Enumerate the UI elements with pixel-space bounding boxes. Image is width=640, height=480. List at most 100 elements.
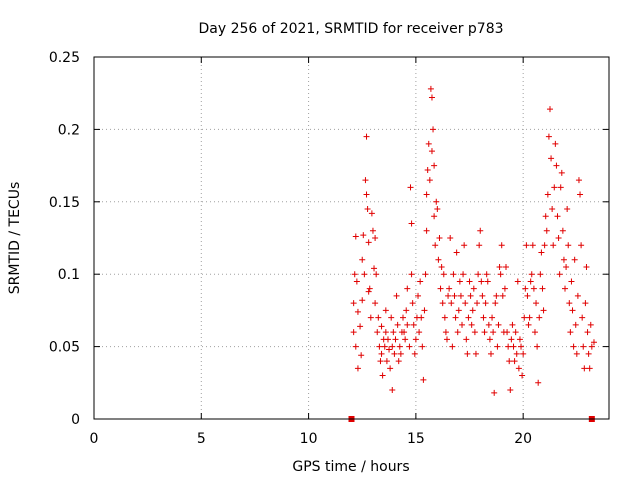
data-point <box>388 314 395 321</box>
data-point <box>519 372 526 379</box>
data-point <box>431 162 438 169</box>
data-point <box>496 263 503 270</box>
data-point <box>487 350 494 357</box>
data-point <box>404 321 411 328</box>
data-point <box>357 323 364 330</box>
data-point <box>442 329 449 336</box>
data-point <box>556 271 563 278</box>
data-point <box>493 292 500 299</box>
data-point <box>538 249 545 256</box>
data-point <box>378 323 385 330</box>
data-point <box>506 358 513 365</box>
data-point <box>475 271 482 278</box>
data-point <box>366 285 373 292</box>
data-point <box>560 256 567 263</box>
data-point <box>386 346 393 353</box>
data-point <box>420 376 427 383</box>
data-point <box>401 329 408 336</box>
data-point <box>424 166 431 173</box>
data-point <box>365 288 372 295</box>
data-point <box>571 256 578 263</box>
data-point <box>445 292 452 299</box>
data-point <box>585 350 592 357</box>
data-point <box>577 191 584 198</box>
data-point <box>476 242 483 249</box>
data-point <box>449 343 456 350</box>
data-point <box>498 242 505 249</box>
data-point <box>438 263 445 270</box>
data-point <box>409 300 416 307</box>
data-point <box>465 314 472 321</box>
data-point <box>426 177 433 184</box>
data-point <box>520 350 527 357</box>
data-point <box>368 210 375 217</box>
data-point <box>530 285 537 292</box>
data-point <box>407 184 414 191</box>
data-point <box>354 308 361 315</box>
data-point <box>350 300 357 307</box>
data-point <box>495 321 502 328</box>
data-point <box>430 126 437 133</box>
data-point <box>382 307 389 314</box>
data-point <box>410 321 417 328</box>
data-point <box>376 343 383 350</box>
data-point <box>545 133 552 140</box>
data-point <box>358 352 365 359</box>
data-point <box>588 343 595 350</box>
data-point <box>446 285 453 292</box>
data-point <box>431 213 438 220</box>
data-point <box>583 263 590 270</box>
data-point <box>381 343 388 350</box>
data-point <box>451 292 458 299</box>
data-point <box>490 329 497 336</box>
data-point <box>382 329 389 336</box>
data-point <box>570 343 577 350</box>
data-point <box>427 85 434 92</box>
data-point <box>529 242 536 249</box>
data-point <box>470 285 477 292</box>
data-point <box>472 350 479 357</box>
data-point <box>402 336 409 343</box>
data-point <box>452 314 459 321</box>
data-point <box>390 329 397 336</box>
data-point <box>384 336 391 343</box>
data-point <box>507 387 514 394</box>
data-point <box>419 343 426 350</box>
data-point <box>450 271 457 278</box>
data-point <box>412 336 419 343</box>
data-point <box>387 365 394 372</box>
data-point <box>579 314 586 321</box>
data-point <box>510 343 517 350</box>
data-point <box>364 206 371 213</box>
data-point <box>537 271 544 278</box>
data-point <box>434 206 441 213</box>
data-point <box>408 220 415 227</box>
data-point <box>575 177 582 184</box>
data-point <box>423 191 430 198</box>
data-point <box>379 372 386 379</box>
data-point <box>397 350 404 357</box>
data-point <box>447 235 454 241</box>
y-tick-label: 0.05 <box>49 340 80 356</box>
data-point <box>378 350 385 357</box>
data-point <box>581 365 588 372</box>
y-axis-title: SRMTID / TECUs <box>7 182 23 295</box>
data-point <box>392 336 399 343</box>
data-point <box>352 343 359 350</box>
data-point <box>417 278 424 285</box>
data-point <box>421 307 428 314</box>
data-point <box>456 278 463 285</box>
data-point <box>491 389 498 396</box>
data-point <box>511 358 518 365</box>
data-point <box>425 140 432 147</box>
data-point <box>416 329 423 336</box>
plot-frame <box>93 56 610 420</box>
x-tick-label: 15 <box>407 431 425 447</box>
data-point <box>489 314 496 321</box>
data-point <box>501 285 508 292</box>
data-point <box>418 314 425 321</box>
data-point <box>557 184 564 191</box>
y-tick-label: 0 <box>71 412 80 428</box>
data-point <box>587 321 594 328</box>
